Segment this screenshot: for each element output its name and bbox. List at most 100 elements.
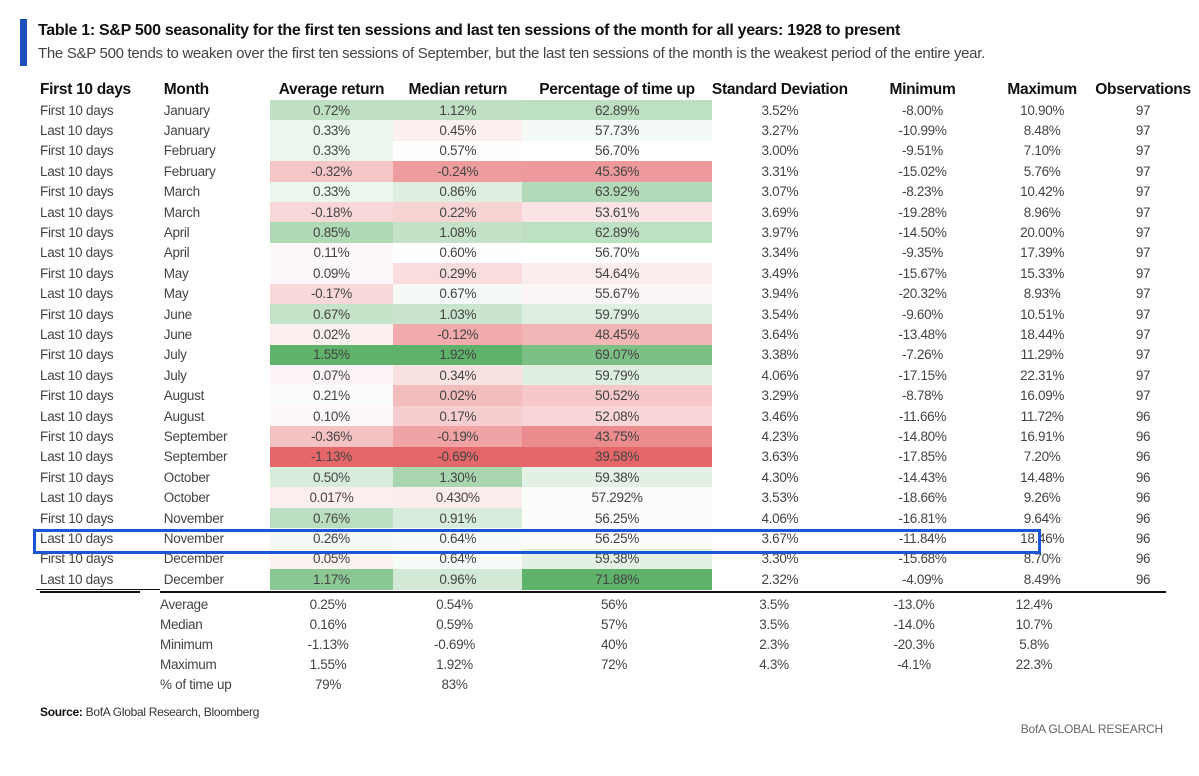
cell-minimum: -17.15%: [898, 367, 947, 383]
cell-first-10-days: First 10 days: [40, 388, 114, 404]
cell-median-return: 0.29%: [393, 263, 523, 284]
cell-observations: 97: [1135, 225, 1151, 241]
cell-maximum: 18.44%: [1020, 326, 1065, 342]
cell-observations: 97: [1135, 347, 1151, 363]
cell-observations: 96: [1135, 428, 1151, 444]
cell-first-10-days: First 10 days: [40, 510, 114, 526]
divider: [40, 591, 140, 593]
cell-observations: 97: [1135, 184, 1151, 200]
table-row: First 10 days June 0.67% 1.03% 59.79% 3.54% -9…: [36, 303, 1199, 325]
cell-minimum: -15.68%: [898, 551, 947, 567]
cell-median-return: 0.45%: [393, 120, 523, 141]
cell-observations: 96: [1135, 530, 1151, 546]
cell-percentage-of-time-up: 56.70%: [522, 242, 712, 264]
summary-value: [519, 675, 709, 695]
cell-standard-deviation: 4.06%: [761, 367, 799, 383]
cell-observations: 96: [1135, 571, 1151, 587]
cell-median-return: 0.91%: [393, 507, 523, 529]
table-row: Last 10 days October 0.017% 0.430% 57.292% 3.…: [36, 487, 1199, 508]
cell-median-return: 1.08%: [393, 222, 523, 243]
cell-month: October: [163, 469, 210, 485]
cell-average-return: -0.36%: [269, 426, 394, 447]
summary-row: % of time up 79% 83%: [36, 675, 1079, 695]
cell-average-return: 0.26%: [269, 528, 394, 549]
cell-observations: 97: [1135, 143, 1151, 159]
cell-average-return: 0.50%: [269, 467, 394, 488]
cell-average-return: 0.33%: [269, 140, 394, 162]
column-header: Observations: [1095, 80, 1191, 98]
cell-first-10-days: First 10 days: [40, 428, 114, 444]
cell-average-return: 0.09%: [269, 263, 394, 284]
summary-value: 57%: [600, 616, 628, 632]
cell-observations: 97: [1135, 204, 1151, 220]
cell-month: December: [163, 551, 224, 567]
cell-observations: 96: [1135, 510, 1151, 526]
cell-month: December: [163, 571, 224, 587]
cell-percentage-of-time-up: 69.07%: [522, 344, 712, 366]
cell-average-return: 0.017%: [269, 487, 394, 508]
cell-month: April: [163, 245, 190, 261]
cell-standard-deviation: 3.52%: [761, 102, 799, 118]
cell-minimum: -15.67%: [898, 265, 947, 281]
cell-maximum: 8.96%: [1023, 204, 1061, 220]
summary-row: Minimum -1.13% -0.69% 40% 2.3% -20.3% 5.8%: [36, 634, 1079, 654]
table-row: First 10 days September -0.36% -0.19% 43.75%…: [36, 426, 1199, 447]
summary-label: Maximum: [160, 657, 217, 673]
cell-maximum: 9.26%: [1023, 490, 1061, 506]
summary-label: Median: [160, 616, 203, 632]
summary-value: -14.0%: [893, 616, 935, 632]
cell-median-return: 1.92%: [393, 344, 523, 366]
cell-percentage-of-time-up: 57.292%: [522, 487, 712, 508]
table-row: First 10 days March 0.33% 0.86% 63.92% 3.07% -…: [36, 181, 1199, 202]
cell-average-return: -0.32%: [269, 161, 394, 182]
cell-minimum: -10.99%: [898, 123, 947, 139]
summary-value: 5.8%: [1019, 636, 1049, 652]
summary-value: 4.3%: [759, 657, 789, 673]
cell-maximum: 10.90%: [1020, 102, 1065, 118]
cell-maximum: 10.42%: [1020, 184, 1065, 200]
column-header: Average return: [278, 80, 385, 98]
cell-minimum: -11.66%: [898, 408, 947, 424]
summary-value: 0.54%: [436, 596, 473, 612]
summary-value: 0.59%: [436, 616, 473, 632]
cell-average-return: 1.55%: [269, 344, 394, 366]
summary-value: 2.3%: [759, 636, 789, 652]
cell-maximum: 8.48%: [1023, 123, 1061, 139]
cell-median-return: 0.64%: [393, 528, 523, 549]
cell-average-return: 0.67%: [269, 303, 394, 325]
cell-first-10-days: Last 10 days: [40, 286, 113, 302]
table-row: First 10 days January 0.72% 1.12% 62.89% 3.52…: [36, 100, 1199, 121]
cell-average-return: 0.21%: [269, 385, 394, 406]
cell-observations: 96: [1135, 469, 1151, 485]
cell-first-10-days: Last 10 days: [40, 204, 113, 220]
table-title: Table 1: S&P 500 seasonality for the fir…: [38, 22, 901, 39]
cell-average-return: -1.13%: [269, 446, 394, 468]
table-row: Last 10 days July 0.07% 0.34% 59.79% 4.06% -17…: [36, 365, 1199, 386]
cell-median-return: -0.19%: [393, 426, 523, 447]
source-text: BofA Global Research, Bloomberg: [82, 705, 260, 719]
cell-average-return: -0.17%: [269, 283, 394, 304]
column-header: Standard Deviation: [711, 80, 848, 98]
table-row: First 10 days July 1.55% 1.92% 69.07% 3.38% -7…: [36, 344, 1199, 366]
summary-table: Average 0.25% 0.54% 56% 3.5% -13.0% 12.4% Media…: [36, 594, 1079, 695]
cell-month: April: [163, 225, 190, 241]
cell-month: September: [163, 449, 228, 465]
summary-value: 72%: [600, 657, 628, 673]
cell-percentage-of-time-up: 59.79%: [522, 365, 712, 386]
cell-observations: 97: [1135, 286, 1151, 302]
summary-value: 1.55%: [309, 657, 347, 673]
cell-month: November: [163, 530, 224, 546]
cell-observations: 96: [1135, 490, 1151, 506]
cell-month: May: [163, 286, 189, 302]
cell-standard-deviation: 3.49%: [761, 265, 799, 281]
cell-average-return: 0.85%: [269, 222, 394, 243]
cell-percentage-of-time-up: 55.67%: [522, 283, 712, 304]
cell-median-return: 0.57%: [393, 140, 523, 162]
seasonality-table: First 10 days Month Average return Median r…: [36, 79, 1199, 591]
cell-observations: 97: [1135, 123, 1151, 139]
cell-percentage-of-time-up: 56.25%: [522, 528, 712, 549]
cell-average-return: 0.72%: [269, 100, 394, 121]
summary-label: Average: [160, 596, 208, 612]
cell-minimum: -14.50%: [898, 225, 947, 241]
cell-minimum: -11.84%: [898, 530, 947, 546]
